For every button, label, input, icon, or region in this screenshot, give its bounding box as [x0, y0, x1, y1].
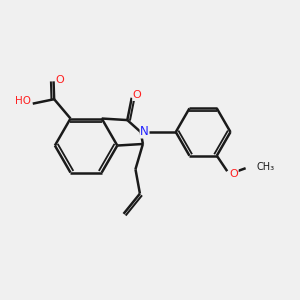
Text: O: O	[230, 169, 238, 178]
Text: O: O	[56, 75, 64, 85]
Text: O: O	[133, 90, 142, 100]
Text: HO: HO	[15, 96, 31, 106]
Text: CH₃: CH₃	[256, 162, 274, 172]
Text: N: N	[140, 125, 149, 138]
